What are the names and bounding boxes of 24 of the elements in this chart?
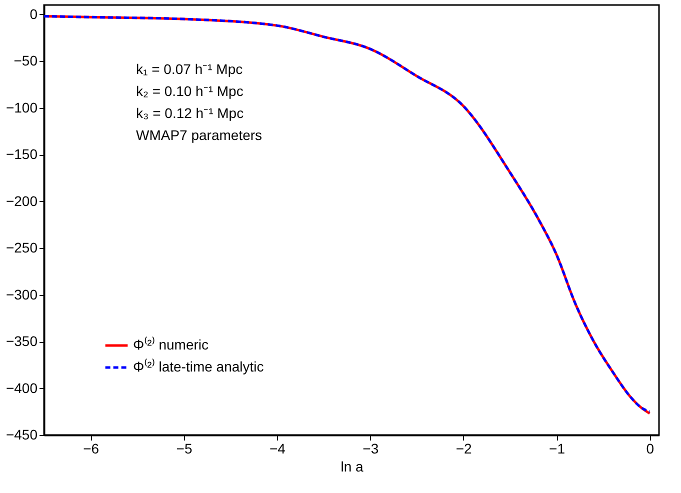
y-tick-label: −300 xyxy=(6,286,38,302)
x-tick-label: −5 xyxy=(176,440,192,456)
y-tick-label: −50 xyxy=(14,52,38,69)
y-tick-label: −350 xyxy=(6,333,38,350)
x-tick-label: −3 xyxy=(362,440,379,456)
y-tick-label: −100 xyxy=(6,99,38,116)
x-tick-label: 0 xyxy=(646,440,654,456)
annotation: k₂ = 0.10 h⁻¹ Mpc xyxy=(136,83,244,99)
x-axis-title: ln a xyxy=(340,458,364,474)
annotation: k₃ = 0.12 h⁻¹ Mpc xyxy=(136,105,244,121)
x-tick-label: −4 xyxy=(269,440,286,456)
legend-label: Φ⁽²⁾ late-time analytic xyxy=(133,358,264,374)
annotation: k₁ = 0.07 h⁻¹ Mpc xyxy=(136,61,243,77)
y-tick-label: −200 xyxy=(6,192,38,209)
annotation: WMAP7 parameters xyxy=(136,127,262,143)
y-tick-label: 0 xyxy=(30,6,38,22)
x-tick-label: −2 xyxy=(456,440,472,456)
x-tick-label: −1 xyxy=(549,440,566,456)
y-tick-label: −400 xyxy=(6,380,38,396)
x-tick-label: −6 xyxy=(83,440,100,456)
y-tick-label: −450 xyxy=(6,426,38,442)
y-tick-label: −150 xyxy=(6,146,38,162)
legend-label: Φ⁽²⁾ numeric xyxy=(133,336,209,352)
y-tick-label: −250 xyxy=(6,240,38,256)
